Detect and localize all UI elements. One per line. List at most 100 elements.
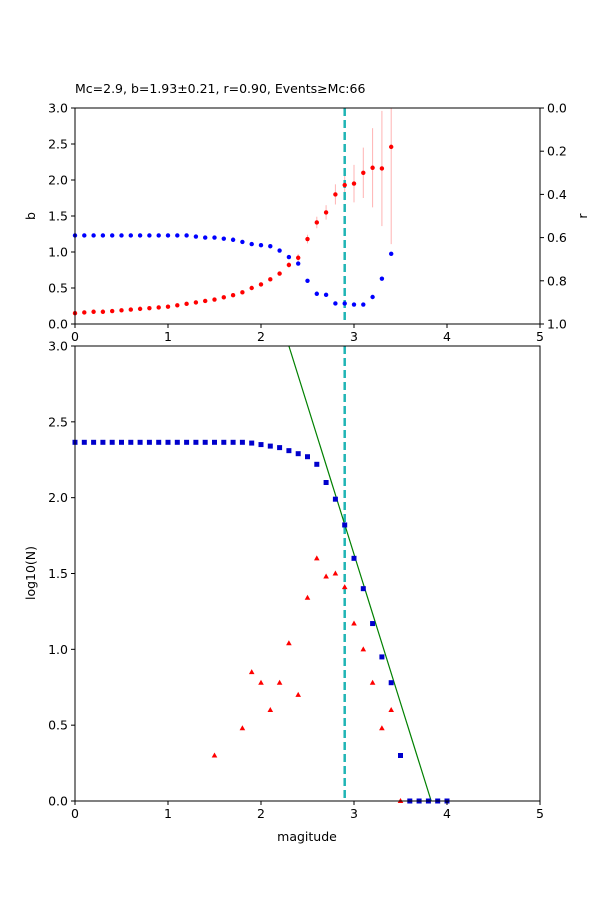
noncumulative-point xyxy=(341,584,348,590)
top-ytick-right-label: 0.4 xyxy=(547,187,567,202)
bottom-xtick-label: 4 xyxy=(443,806,451,821)
cumulative-point xyxy=(277,445,283,451)
b-value-point xyxy=(184,301,189,307)
cumulative-point xyxy=(249,440,255,446)
cumulative-point xyxy=(351,555,357,561)
r-value-point xyxy=(230,237,236,242)
b-value-point xyxy=(296,255,301,260)
bottom-xtick-label: 3 xyxy=(350,806,358,821)
bottom-xtick-label: 5 xyxy=(536,806,544,821)
r-value-point xyxy=(221,236,226,241)
top-xtick-label: 3 xyxy=(350,329,358,344)
top-plot-area xyxy=(72,108,394,324)
cumulative-point xyxy=(137,439,143,445)
noncumulative-point xyxy=(388,707,394,712)
b-value-point xyxy=(175,303,180,308)
cumulative-point xyxy=(212,439,217,445)
noncumulative-point xyxy=(379,725,385,731)
bottom-plot-area xyxy=(72,345,450,804)
r-value-point xyxy=(128,233,133,238)
noncumulative-point xyxy=(258,679,264,685)
b-value-point xyxy=(193,300,199,305)
r-value-point xyxy=(370,294,375,300)
bottom-ytick-label: 0.5 xyxy=(48,718,68,733)
r-value-point xyxy=(379,276,385,281)
r-value-point xyxy=(100,233,106,238)
r-value-point xyxy=(165,233,171,238)
top-xtick-label: 2 xyxy=(257,329,265,344)
cumulative-point xyxy=(202,439,208,445)
cumulative-point xyxy=(230,439,236,445)
r-value-point xyxy=(286,254,292,260)
top-ytick-label: 1.5 xyxy=(48,209,68,224)
b-value-point xyxy=(389,144,394,150)
cumulative-point xyxy=(379,654,385,660)
r-value-point xyxy=(249,241,254,247)
b-value-point xyxy=(147,305,152,311)
b-value-point xyxy=(203,298,208,304)
noncumulative-point xyxy=(267,707,274,712)
cumulative-point xyxy=(165,439,171,445)
b-value-point xyxy=(110,308,115,314)
fit-line xyxy=(288,345,432,802)
top-ytick-right-label: 0.0 xyxy=(547,101,567,116)
top-xtick-label: 5 xyxy=(536,329,544,344)
bottom-plot-frame xyxy=(74,345,541,802)
noncumulative-point xyxy=(360,646,367,652)
b-value-point xyxy=(165,304,171,309)
r-value-point xyxy=(91,233,96,238)
cumulative-point xyxy=(398,753,403,758)
b-value-point xyxy=(333,192,338,197)
b-value-point xyxy=(370,165,375,170)
b-value-point xyxy=(119,308,124,313)
top-axes: 0 1 2 3 4 5 0.0 0.5 1.0 1.5 2.0 2.5 3.0 0.0 0.2 0.4 0.6 0… xyxy=(48,101,567,345)
noncumulative-point xyxy=(211,752,218,758)
cumulative-point xyxy=(119,439,124,445)
cumulative-point xyxy=(332,496,338,502)
bottom-xtick-label: 2 xyxy=(257,806,265,821)
b-value-point xyxy=(305,236,310,242)
r-value-point xyxy=(351,302,357,307)
r-value-point xyxy=(277,248,282,253)
top-xtick-label: 4 xyxy=(443,329,451,344)
b-value-point xyxy=(212,297,217,302)
cumulative-point xyxy=(305,454,310,460)
b-value-point xyxy=(137,306,143,312)
r-value-point xyxy=(296,261,301,266)
noncumulative-point xyxy=(239,725,246,731)
cumulative-point xyxy=(295,451,301,457)
noncumulative-point xyxy=(248,669,255,675)
top-ylabel-right: r xyxy=(575,213,590,219)
noncumulative-point xyxy=(304,594,311,600)
r-value-point xyxy=(110,233,115,238)
r-value-point xyxy=(137,233,143,238)
r-value-point xyxy=(361,302,366,307)
bottom-chart: 0 1 2 3 4 5 0.0 0.5 1.0 1.5 2.0 2.5 3.0 log10(N) mag… xyxy=(23,339,544,845)
cumulative-point xyxy=(81,439,87,445)
cumulative-point xyxy=(360,586,366,592)
b-value-point xyxy=(249,285,254,291)
b-value-point xyxy=(268,277,273,282)
b-value-point xyxy=(258,282,264,287)
bottom-ytick-label: 3.0 xyxy=(48,339,68,354)
top-ytick-right-label: 0.6 xyxy=(547,230,567,245)
r-value-point xyxy=(305,278,310,283)
r-value-point xyxy=(258,242,264,248)
cumulative-point xyxy=(267,443,273,449)
top-chart-title: Mc=2.9, b=1.93±0.21, r=0.90, Events≥Mc:6… xyxy=(75,81,365,96)
cumulative-point xyxy=(109,439,115,445)
cumulative-point xyxy=(388,680,394,686)
b-value-point xyxy=(277,271,282,276)
r-value-point xyxy=(175,233,180,238)
b-value-point xyxy=(240,290,245,295)
cumulative-point xyxy=(239,439,245,445)
cumulative-point xyxy=(146,439,152,445)
noncumulative-point xyxy=(295,691,301,697)
cumulative-point xyxy=(91,439,97,445)
noncumulative-point xyxy=(351,620,357,626)
bottom-axes: 0 1 2 3 4 5 0.0 0.5 1.0 1.5 2.0 2.5 3.0 xyxy=(48,339,544,822)
noncumulative-point xyxy=(276,679,283,685)
noncumulative-point xyxy=(369,679,376,685)
bottom-ytick-label: 1.0 xyxy=(48,642,68,657)
